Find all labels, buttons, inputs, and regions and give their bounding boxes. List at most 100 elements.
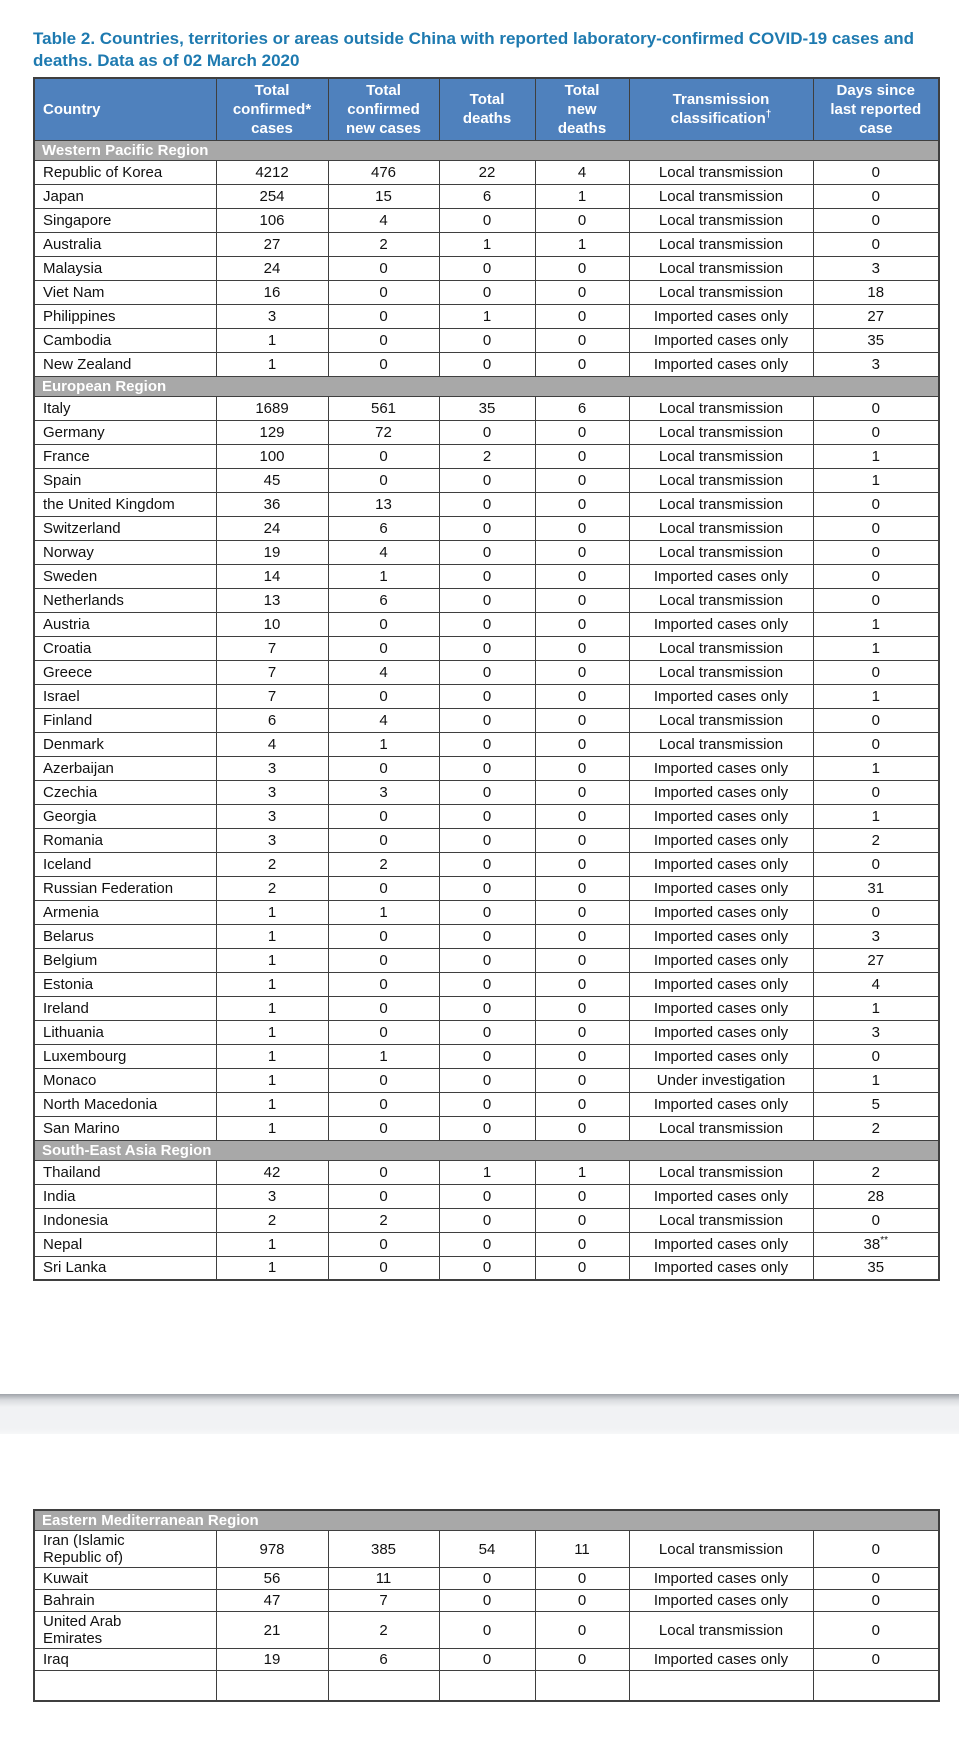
table-row: Iraq 19 6 0 0 Imported cases only 0: [33, 1648, 940, 1672]
total-confirmed-cases-cell: 100: [215, 443, 329, 469]
total-new-deaths-cell: 0: [534, 1231, 630, 1257]
total-deaths-cell: 22: [438, 159, 536, 185]
total-confirmed-new-cases-cell: 0: [327, 327, 440, 353]
total-confirmed-new-cases-cell: 1: [327, 563, 440, 589]
total-confirmed-cases-cell: 24: [215, 515, 329, 541]
country-cell: Israel: [33, 683, 217, 709]
total-confirmed-new-cases-cell: 11: [327, 1567, 440, 1591]
table-row: Thailand 42 0 1 1 Local transmission 2: [33, 1159, 940, 1185]
total-confirmed-cases-cell: 2: [215, 1207, 329, 1233]
total-confirmed-cases-cell: 7: [215, 635, 329, 661]
table-row: Japan 254 15 6 1 Local transmission 0: [33, 183, 940, 209]
table-row: the United Kingdom 36 13 0 0 Local transmissi…: [33, 491, 940, 517]
total-confirmed-cases-cell: 3: [215, 779, 329, 805]
total-new-deaths-cell: 0: [534, 539, 630, 565]
table-row: Indonesia 2 2 0 0 Local transmission 0: [33, 1207, 940, 1233]
total-confirmed-cases-cell: 7: [215, 683, 329, 709]
total-deaths-cell: 0: [438, 1611, 536, 1650]
country-cell: United Arab Emirates: [33, 1611, 217, 1650]
table-row: Republic of Korea 4212 476 22 4 Local transmi…: [33, 159, 940, 185]
total-confirmed-new-cases-cell: 0: [327, 971, 440, 997]
total-confirmed-new-cases-cell: 2: [327, 1611, 440, 1650]
country-cell: Cambodia: [33, 327, 217, 353]
days-since-last-case-cell: 18: [812, 279, 940, 305]
total-new-deaths-cell: 0: [534, 1183, 630, 1209]
table-row: United Arab Emirates 21 2 0 0 Local transmiss…: [33, 1611, 940, 1650]
column-header-2: Total confirmed* cases: [215, 77, 329, 141]
total-new-deaths-cell: 0: [534, 327, 630, 353]
days-since-last-case-cell: 0: [812, 183, 940, 209]
total-new-deaths-cell: 0: [534, 827, 630, 853]
country-cell: Indonesia: [33, 1207, 217, 1233]
transmission-classification-cell: Under investigation: [628, 1067, 814, 1093]
total-confirmed-new-cases-cell: [327, 1670, 440, 1702]
transmission-classification-cell: Local transmission: [628, 279, 814, 305]
partial-cutoff-row: [33, 1670, 940, 1702]
transmission-classification-cell: Local transmission: [628, 659, 814, 685]
total-confirmed-new-cases-cell: 0: [327, 683, 440, 709]
total-confirmed-cases-cell: 2: [215, 875, 329, 901]
country-cell: Thailand: [33, 1159, 217, 1185]
days-since-last-case-cell: 1: [812, 635, 940, 661]
table-row: Russian Federation 2 0 0 0 Imported cases onl…: [33, 875, 940, 901]
country-cell: Georgia: [33, 803, 217, 829]
total-new-deaths-cell: 1: [534, 231, 630, 257]
transmission-classification-cell: Imported cases only: [628, 755, 814, 781]
country-cell: Bahrain: [33, 1589, 217, 1613]
total-deaths-cell: 6: [438, 183, 536, 209]
total-confirmed-cases-cell: 3: [215, 755, 329, 781]
table-row: Kuwait 56 11 0 0 Imported cases only 0: [33, 1567, 940, 1591]
region-label: Western Pacific Region: [33, 139, 940, 161]
total-confirmed-new-cases-cell: 0: [327, 611, 440, 637]
total-new-deaths-cell: 0: [534, 875, 630, 901]
days-since-last-case-cell: 38**: [812, 1231, 940, 1257]
total-confirmed-new-cases-cell: 476: [327, 159, 440, 185]
table-row: Germany 129 72 0 0 Local transmission 0: [33, 419, 940, 445]
country-cell: Azerbaijan: [33, 755, 217, 781]
covid-cases-table-page1: Country Total confirmed* cases Total confi…: [33, 76, 940, 1282]
total-confirmed-cases-cell: [215, 1670, 329, 1702]
table-row: Denmark 4 1 0 0 Local transmission 0: [33, 731, 940, 757]
table-caption: Table 2. Countries, territories or areas…: [33, 29, 915, 70]
total-confirmed-cases-cell: 21: [215, 1611, 329, 1650]
total-confirmed-new-cases-cell: 72: [327, 419, 440, 445]
region-label: Eastern Mediterranean Region: [33, 1509, 940, 1532]
country-cell: North Macedonia: [33, 1091, 217, 1117]
total-confirmed-new-cases-cell: 0: [327, 803, 440, 829]
days-since-last-case-cell: 0: [812, 779, 940, 805]
total-confirmed-new-cases-cell: 1: [327, 731, 440, 757]
days-since-last-case-cell: 1: [812, 803, 940, 829]
total-new-deaths-cell: 0: [534, 923, 630, 949]
table-row: Cambodia 1 0 0 0 Imported cases only 35: [33, 327, 940, 353]
total-confirmed-new-cases-cell: 6: [327, 587, 440, 613]
total-confirmed-new-cases-cell: 0: [327, 443, 440, 469]
days-since-last-case-cell: 0: [812, 539, 940, 565]
total-confirmed-cases-cell: 2: [215, 851, 329, 877]
total-deaths-cell: 0: [438, 683, 536, 709]
covid-cases-table-page2: Eastern Mediterranean Region Iran (Islami…: [33, 1509, 941, 1702]
total-confirmed-new-cases-cell: 0: [327, 923, 440, 949]
table-header: Country Total confirmed* cases Total confi…: [33, 77, 940, 141]
total-confirmed-new-cases-cell: 0: [327, 1183, 440, 1209]
total-confirmed-new-cases-cell: 0: [327, 467, 440, 493]
transmission-classification-cell: Imported cases only: [628, 1231, 814, 1257]
country-cell: Lithuania: [33, 1019, 217, 1045]
days-since-last-case-cell: 0: [812, 563, 940, 589]
days-since-last-case-cell: 0: [812, 207, 940, 233]
total-deaths-cell: 0: [438, 971, 536, 997]
days-since-last-case-cell: 1: [812, 995, 940, 1021]
total-new-deaths-cell: 0: [534, 779, 630, 805]
total-new-deaths-cell: 0: [534, 1255, 630, 1281]
transmission-classification-cell: Imported cases only: [628, 563, 814, 589]
total-deaths-cell: 0: [438, 611, 536, 637]
country-cell: Russian Federation: [33, 875, 217, 901]
country-cell: Republic of Korea: [33, 159, 217, 185]
total-new-deaths-cell: 0: [534, 995, 630, 1021]
total-confirmed-new-cases-cell: 0: [327, 303, 440, 329]
total-confirmed-cases-cell: 47: [215, 1589, 329, 1613]
total-new-deaths-cell: 0: [534, 947, 630, 973]
country-cell: Malaysia: [33, 255, 217, 281]
transmission-classification-cell: Local transmission: [628, 395, 814, 421]
days-since-last-case-cell: 3: [812, 351, 940, 377]
transmission-classification-cell: Imported cases only: [628, 1183, 814, 1209]
